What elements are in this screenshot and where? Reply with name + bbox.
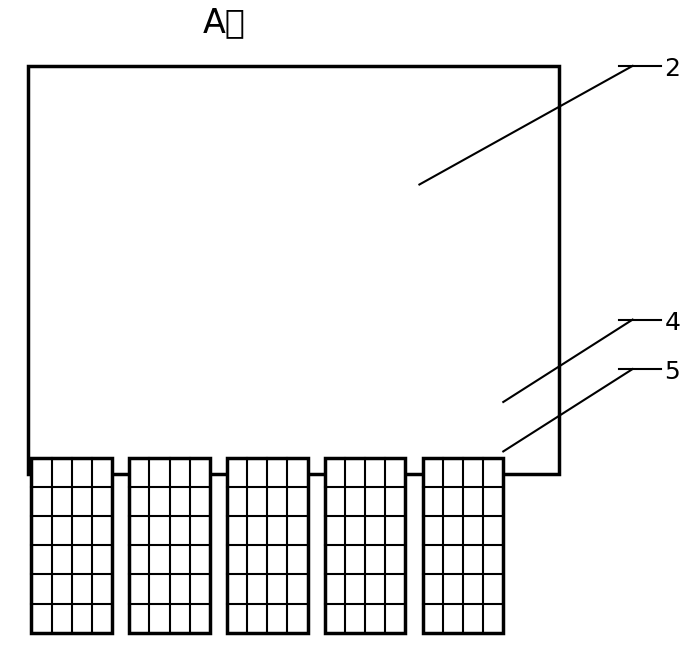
Bar [423,458,503,633]
Bar [31,458,112,633]
Text: 5: 5 [665,360,680,384]
Bar [325,458,405,633]
Bar [28,66,559,474]
Bar [227,458,308,633]
Text: 2: 2 [665,57,680,81]
Text: A向: A向 [202,7,245,40]
Bar [129,458,210,633]
Text: 4: 4 [665,311,680,335]
